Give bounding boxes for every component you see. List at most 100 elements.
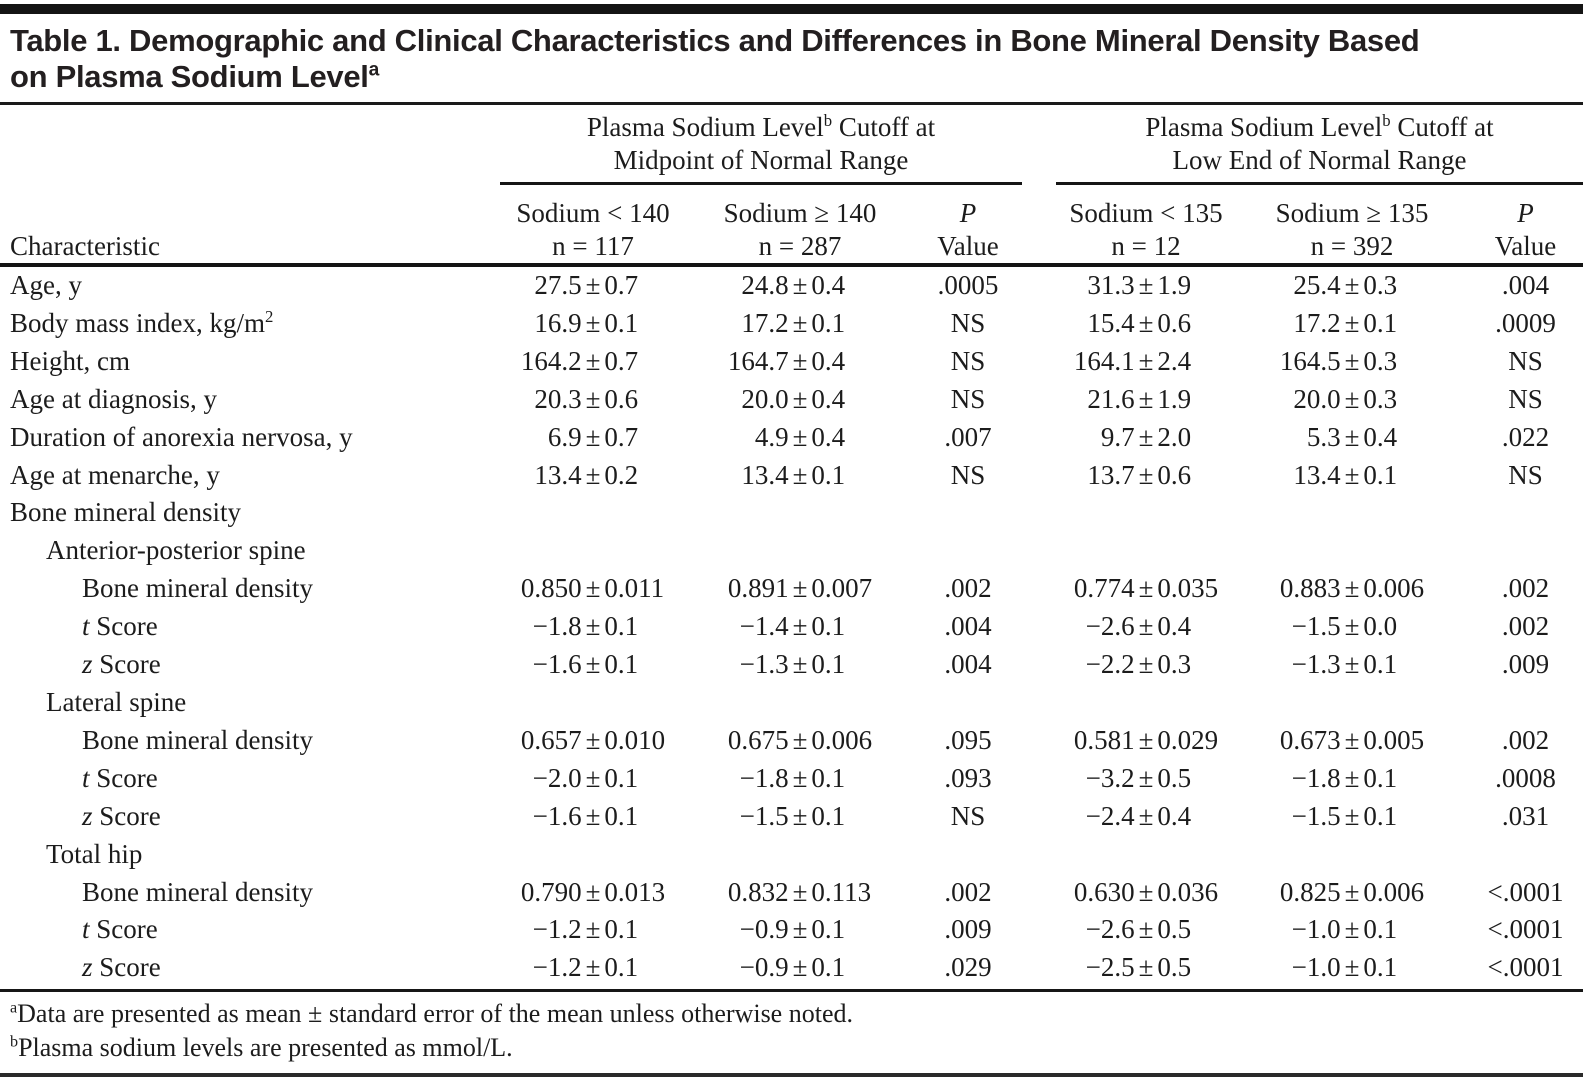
data-cell: −2.0 ±0.1 — [532, 762, 639, 793]
data-cell: −3.2 ±0.5 — [1085, 762, 1192, 793]
data-cell: −1.3 ±0.1 — [739, 649, 846, 680]
column-header-line1: Sodium < 140 — [516, 198, 670, 228]
data-cell: −2.6 ±0.5 — [1085, 914, 1192, 945]
data-cell: −0.9 ±0.1 — [739, 952, 846, 983]
column-header-sodium-ge135: Sodium ≥ 135 n = 392 — [1236, 197, 1468, 263]
data-cell — [1056, 836, 1236, 874]
title-rule — [0, 102, 1583, 105]
p-value-cell: .029 — [944, 952, 992, 983]
data-cell: 164.2 ±0.7 — [520, 345, 639, 376]
p-value-cell: <.0001 — [1487, 876, 1564, 907]
table-row: Height, cm 164.2 ±0.7 164.7 ±0.4 NS 164.1 ±2.4 1… — [0, 343, 1583, 381]
p-value-cell: NS — [950, 383, 986, 414]
data-cell: 0.657 ±0.010 — [520, 724, 666, 755]
data-cell: −1.2 ±0.1 — [532, 952, 639, 983]
table-row: z Score −1.6 ±0.1 −1.3 ±0.1 .004 −2.2 ±0.3 −1.3 ±… — [0, 646, 1583, 684]
row-label: Bone mineral density — [82, 724, 313, 755]
column-gap — [1022, 343, 1056, 381]
data-cell: −1.8 ±0.1 — [739, 762, 846, 793]
table-body: Age, y 27.5 ±0.7 24.8 ±0.4 .0005 31.3 ±1.9 25.4 ±… — [0, 267, 1583, 987]
data-cell: 25.4 ±0.3 — [1293, 270, 1398, 300]
column-header-line2: Value — [1494, 231, 1557, 261]
table-row: Body mass index, kg/m2 16.9 ±0.1 17.2 ±0.1 NS… — [0, 305, 1583, 343]
column-gap — [1022, 570, 1056, 608]
column-gap — [1022, 494, 1056, 532]
footnote-b: bPlasma sodium levels are presented as m… — [10, 1031, 1573, 1065]
data-cell: −1.0 ±0.1 — [1291, 914, 1398, 945]
data-cell: −2.5 ±0.5 — [1085, 952, 1192, 983]
column-header-line1: P — [1517, 198, 1534, 228]
p-value-cell: <.0001 — [1487, 952, 1564, 983]
column-gap — [1022, 911, 1056, 949]
row-label: Bone mineral density — [10, 497, 241, 528]
table-row: Anterior-posterior spine — [0, 532, 1583, 570]
column-header-line2: Value — [937, 231, 999, 261]
data-cell: 13.7 ±0.6 — [1087, 459, 1192, 490]
column-gap — [1022, 608, 1056, 646]
row-label: Total hip — [46, 838, 143, 869]
p-value-cell: .004 — [1501, 270, 1550, 300]
row-label: z Score — [82, 800, 161, 831]
data-cell — [1236, 684, 1468, 722]
data-cell: 13.4 ±0.1 — [741, 459, 846, 490]
p-value-cell: .031 — [1501, 800, 1550, 831]
data-cell: −2.6 ±0.4 — [1085, 611, 1192, 642]
p-value-cell: .0008 — [1495, 762, 1556, 793]
data-cell: −1.3 ±0.1 — [1291, 649, 1398, 680]
data-cell: 4.9 ±0.4 — [754, 421, 846, 452]
data-cell: 0.673 ±0.005 — [1279, 724, 1425, 755]
p-value-cell — [1468, 494, 1583, 532]
table-row: Age, y 27.5 ±0.7 24.8 ±0.4 .0005 31.3 ±1.9 25.4 ±… — [0, 267, 1583, 305]
p-value-cell: NS — [950, 459, 986, 490]
table-title: Table 1. Demographic and Clinical Charac… — [10, 23, 1573, 95]
footnote-marker: b — [10, 1033, 19, 1051]
data-cell: 0.850 ±0.011 — [520, 573, 665, 604]
p-value-cell: <.0001 — [1487, 914, 1564, 945]
p-value-cell — [1468, 684, 1583, 722]
data-cell — [1236, 532, 1468, 570]
row-label: Age, y — [10, 270, 82, 300]
row-label: Age at menarche, y — [10, 459, 220, 490]
p-value-cell: .007 — [944, 421, 992, 452]
p-value-cell: .009 — [944, 914, 992, 945]
column-group-header-row: Plasma Sodium Levelb Cutoff at Midpoint … — [0, 111, 1583, 185]
column-header-line1: Sodium < 135 — [1069, 198, 1223, 228]
data-cell — [500, 836, 686, 874]
table-row: Total hip — [0, 836, 1583, 874]
p-value-cell: NS — [950, 345, 986, 376]
row-label: t Score — [82, 611, 158, 642]
table-title-line1: Table 1. Demographic and Clinical Charac… — [10, 23, 1420, 58]
row-label: Anterior-posterior spine — [46, 535, 306, 566]
data-cell: 0.883 ±0.006 — [1279, 573, 1425, 604]
group-label-text: Cutoff at — [1390, 112, 1494, 142]
data-cell — [1236, 494, 1468, 532]
column-gap — [1022, 305, 1056, 343]
column-header-line1: P — [959, 198, 977, 228]
data-cell: −1.5 ±0.1 — [739, 800, 846, 831]
data-cell: 164.5 ±0.3 — [1279, 345, 1398, 376]
group-gap — [1022, 111, 1056, 185]
column-gap — [1022, 949, 1056, 987]
data-cell — [1236, 836, 1468, 874]
table-row: t Score −2.0 ±0.1 −1.8 ±0.1 .093 −3.2 ±0.5 −1.8 ±… — [0, 760, 1583, 798]
data-cell: 0.891 ±0.007 — [727, 573, 873, 604]
data-cell: 20.0 ±0.3 — [1293, 383, 1398, 414]
footnote-marker: a — [10, 999, 18, 1017]
group-label-text: Plasma Sodium Level — [1145, 112, 1383, 142]
data-cell — [686, 532, 914, 570]
bottom-divider-bar — [0, 1073, 1583, 1078]
data-cell: 0.790 ±0.013 — [520, 876, 666, 907]
row-label: z Score — [82, 649, 161, 680]
group-header-spacer — [0, 111, 500, 185]
row-label: Age at diagnosis, y — [10, 383, 217, 414]
data-cell — [500, 494, 686, 532]
column-header-row: Characteristic Sodium < 140 n = 117 Sodi… — [0, 185, 1583, 263]
p-value-cell: .0009 — [1495, 307, 1556, 338]
table-row: Duration of anorexia nervosa, y 6.9 ±0.7 4.… — [0, 419, 1583, 457]
data-cell — [500, 684, 686, 722]
data-cell — [1056, 684, 1236, 722]
data-cell — [1056, 532, 1236, 570]
data-cell: 16.9 ±0.1 — [534, 307, 639, 338]
p-value-cell — [914, 532, 1022, 570]
data-cell: 17.2 ±0.1 — [1293, 307, 1398, 338]
